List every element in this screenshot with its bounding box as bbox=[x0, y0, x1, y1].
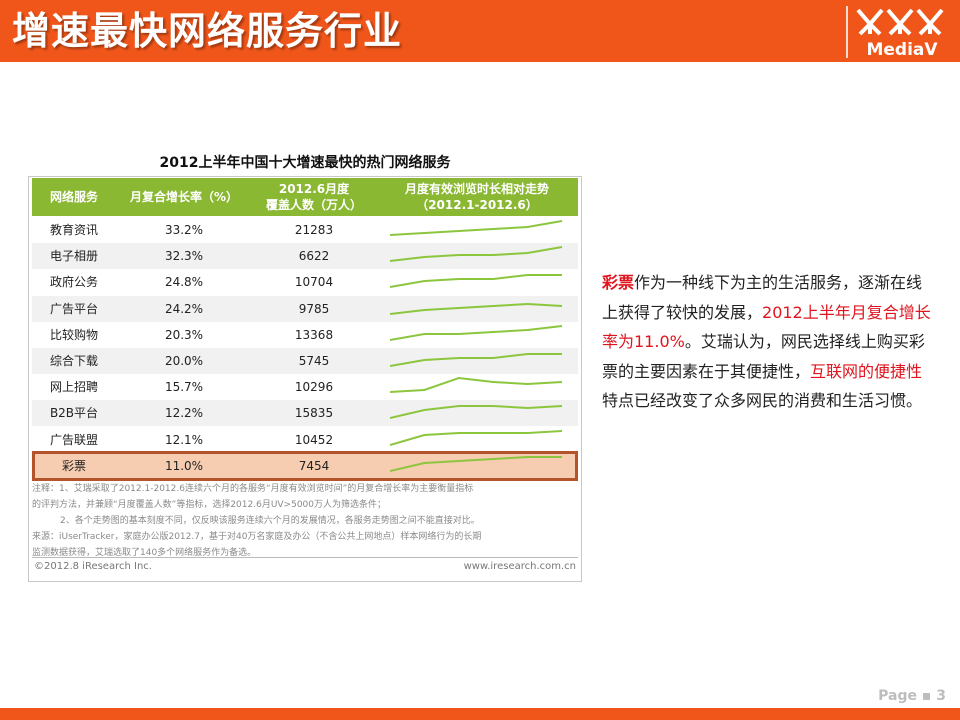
users-cell: 5745 bbox=[298, 354, 330, 368]
trend-line bbox=[390, 377, 563, 394]
highlight-lottery: 彩票 bbox=[602, 273, 635, 292]
table-row: 教育资讯 33.2% 21283 bbox=[32, 217, 578, 243]
trend-sparkline bbox=[390, 274, 562, 289]
rate-cell: 20.0% bbox=[164, 354, 204, 368]
trend-sparkline bbox=[390, 456, 562, 472]
rate-cell: 12.2% bbox=[164, 406, 204, 421]
header-trend-line1: 月度有效浏览时长相对走势 bbox=[404, 182, 549, 196]
note-line: 监测数据获得，艾瑞选取了140多个网络服务作为备选。 bbox=[32, 548, 257, 558]
table-row: 比较购物 20.3% 13368 bbox=[32, 322, 578, 348]
rate-cell: 12.1% bbox=[164, 432, 204, 447]
users-cell: 21283 bbox=[294, 223, 334, 237]
note-line: 的评判方法，并兼顾“月度覆盖人数”等指标，选择2012.6月UV>5000万人为… bbox=[32, 500, 387, 510]
service-cell: B2B平台 bbox=[49, 406, 99, 421]
note-line: 2、各个走势图的基本刻度不同，仅反映该服务连续六个月的发展情况，各服务走势图之间… bbox=[60, 516, 480, 526]
header-bar bbox=[0, 0, 960, 62]
trend-line bbox=[390, 429, 563, 446]
header-users-line2: 覆盖人数（万人） bbox=[265, 198, 362, 212]
users-cell: 7454 bbox=[298, 459, 330, 473]
header-rate: 月复合增长率（%） bbox=[129, 190, 239, 204]
service-cell: 彩票 bbox=[61, 459, 86, 473]
table-header: 网络服务 月复合增长率（%） 2012.6月度 覆盖人数（万人） 月度有效浏览时… bbox=[32, 178, 578, 216]
highlight-growth: 2012上半年月复合增长率为11.0% bbox=[602, 302, 931, 352]
service-cell: 广告联盟 bbox=[49, 432, 98, 447]
trend-sparkline bbox=[390, 324, 563, 341]
page-number: Page ▪ 3 bbox=[878, 688, 946, 704]
users-cell: 9785 bbox=[298, 301, 330, 316]
mediav-logo-icon bbox=[856, 8, 944, 36]
rate-cell: 20.3% bbox=[164, 327, 204, 342]
users-cell: 10704 bbox=[294, 275, 334, 290]
rate-cell: 33.2% bbox=[164, 223, 204, 237]
table-row: B2B平台 12.2% 15835 bbox=[32, 400, 578, 427]
text-segment: 特点已经改变了众多网民的消费和生活习惯。 bbox=[602, 391, 923, 410]
rate-cell: 24.8% bbox=[164, 275, 204, 290]
table-row-highlighted: 彩票 11.0% 7454 bbox=[32, 453, 578, 479]
users-cell: 10296 bbox=[294, 380, 334, 395]
slide-title: 增速最快网络服务行业 bbox=[12, 9, 403, 53]
side-paragraph: 彩票作为一种线下为主的生活服务，逐渐在线上获得了较快的发展，2012上半年月复合… bbox=[602, 268, 938, 416]
trend-line bbox=[390, 220, 563, 236]
header-trend: 月度有效浏览时长相对走势 （2012.1-2012.6） bbox=[376, 178, 578, 216]
header-users-line1: 2012.6月度 bbox=[278, 182, 350, 196]
trend-line bbox=[390, 274, 562, 289]
trend-sparkline bbox=[390, 220, 563, 236]
table-row: 广告联盟 12.1% 10452 bbox=[32, 427, 578, 453]
users-cell: 15835 bbox=[294, 406, 334, 421]
trend-sparkline bbox=[390, 302, 563, 315]
service-cell: 广告平台 bbox=[49, 301, 98, 316]
rate-cell: 32.3% bbox=[164, 249, 204, 264]
footer-bar bbox=[0, 708, 960, 720]
mediav-logo: MediaV bbox=[852, 4, 952, 60]
rate-cell: 11.0% bbox=[164, 459, 204, 473]
table-row: 网上招聘 15.7% 10296 bbox=[32, 374, 578, 400]
table-row: 政府公务 24.8% 10704 bbox=[32, 269, 578, 295]
trend-sparkline bbox=[390, 246, 563, 263]
table-row: 综合下载 20.0% 5745 bbox=[32, 348, 578, 374]
header-trend-line2: （2012.1-2012.6） bbox=[416, 198, 538, 212]
trend-sparkline bbox=[390, 405, 563, 420]
trend-line bbox=[390, 353, 562, 367]
users-cell: 13368 bbox=[294, 327, 334, 342]
rate-cell: 15.7% bbox=[164, 380, 204, 395]
trend-line bbox=[390, 405, 563, 420]
trend-sparkline bbox=[390, 353, 562, 367]
table-row: 广告平台 24.2% 9785 bbox=[32, 295, 578, 322]
header-service: 网络服务 bbox=[49, 190, 98, 204]
text-segment: 作为一种线下为主的生活服务，逐渐在线上获得了较快的发展， bbox=[602, 273, 923, 322]
copyright: ©2012.8 iResearch Inc. bbox=[34, 561, 152, 572]
note-line: 来源：iUserTracker，家庭办公版2012.7，基于对40万名家庭及办公… bbox=[32, 532, 482, 542]
rate-cell: 24.2% bbox=[164, 301, 204, 316]
table-title: 2012上半年中国十大增速最快的热门网络服务 bbox=[159, 155, 451, 171]
users-cell: 6622 bbox=[298, 249, 330, 264]
header-users: 2012.6月度 覆盖人数（万人） bbox=[252, 178, 376, 216]
trend-sparkline bbox=[390, 429, 563, 446]
users-cell: 10452 bbox=[294, 432, 334, 447]
service-cell: 网上招聘 bbox=[49, 380, 98, 395]
service-cell: 政府公务 bbox=[49, 275, 98, 290]
source-url: www.iresearch.com.cn bbox=[463, 561, 576, 572]
note-line: 注释：1、艾瑞采取了2012.1-2012.6连续六个月的各服务“月度有效浏览时… bbox=[32, 484, 474, 494]
table-row: 电子相册 32.3% 6622 bbox=[32, 243, 578, 270]
logo-text: MediaV bbox=[866, 40, 938, 60]
service-cell: 电子相册 bbox=[49, 249, 98, 264]
service-cell: 综合下载 bbox=[49, 354, 98, 368]
trend-sparkline bbox=[390, 377, 563, 394]
text-segment: 。艾瑞认为，网民选择线上购买彩票的主要因素在于其便捷性， bbox=[602, 332, 925, 381]
trend-line bbox=[390, 324, 563, 341]
trend-line bbox=[390, 456, 562, 472]
table-notes: 注释：1、艾瑞采取了2012.1-2012.6连续六个月的各服务“月度有效浏览时… bbox=[32, 481, 580, 561]
footer-divider bbox=[32, 557, 578, 558]
service-cell: 教育资讯 bbox=[49, 223, 98, 237]
logo-divider bbox=[846, 6, 848, 58]
highlight-row-box bbox=[32, 451, 578, 481]
trend-line bbox=[390, 246, 563, 263]
trend-line bbox=[390, 302, 563, 315]
highlight-convenience: 互联网的便捷性 bbox=[810, 361, 923, 381]
service-cell: 比较购物 bbox=[49, 327, 98, 342]
